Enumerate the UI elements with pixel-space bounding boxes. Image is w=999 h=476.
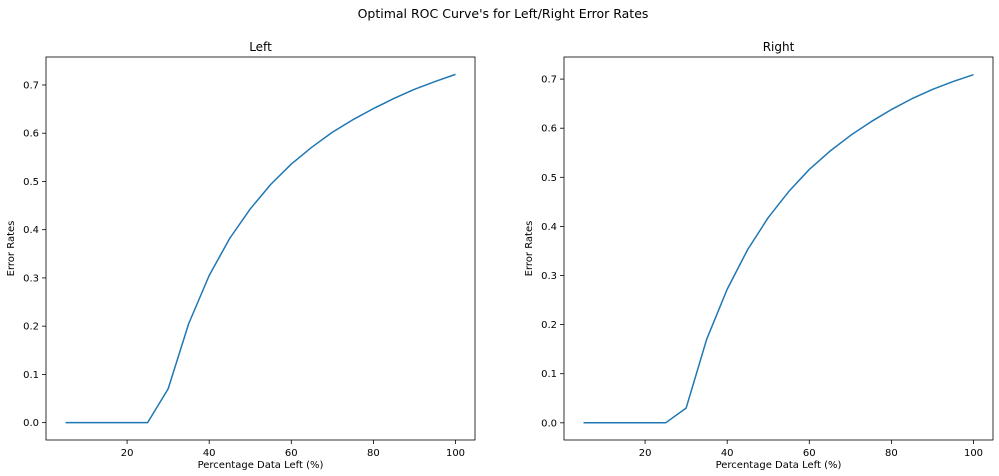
left-y-tick-label: 0.2 <box>23 322 39 333</box>
right-axes-frame <box>563 56 994 441</box>
right-x-axis-label: Percentage Data Left (%) <box>716 460 842 471</box>
right-chart-title: Right <box>763 40 795 54</box>
right-y-tick-label: 0.1 <box>541 369 557 380</box>
right-y-tick-label: 0.4 <box>541 222 557 233</box>
left-y-tick-label: 0.0 <box>23 418 39 429</box>
right-x-tick-label: 100 <box>964 448 983 459</box>
left-chart-title: Left <box>249 40 272 54</box>
left-y-tick-label: 0.3 <box>23 273 39 284</box>
left-x-tick-label: 40 <box>203 448 216 459</box>
right-y-tick-label: 0.5 <box>541 173 557 184</box>
right-y-tick-label: 0.3 <box>541 271 557 282</box>
right-x-tick-label: 40 <box>721 448 734 459</box>
right-y-tick-label: 0.2 <box>541 320 557 331</box>
right-y-tick-label: 0.7 <box>541 75 557 86</box>
left-y-tick-label: 0.6 <box>23 129 39 140</box>
right-x-tick-label: 20 <box>639 448 652 459</box>
left-series-line <box>65 73 456 424</box>
left-x-tick-label: 20 <box>121 448 134 459</box>
left-y-tick-label: 0.5 <box>23 177 39 188</box>
left-x-tick-label: 60 <box>285 448 298 459</box>
right-y-tick-label: 0.0 <box>541 418 557 429</box>
left-y-tick-label: 0.1 <box>23 370 39 381</box>
left-y-axis-label: Error Rates <box>6 221 17 277</box>
right-series-line <box>583 73 974 424</box>
left-chart-panel: Left 20 40 60 80 100 0.0 0.1 0.2 0.3 0.4 0.5 0.6 0.7 P… <box>6 40 476 471</box>
left-y-tick-label: 0.4 <box>23 225 39 236</box>
right-x-tick-label: 80 <box>885 448 898 459</box>
figure-suptitle: Optimal ROC Curve's for Left/Right Error… <box>358 6 649 21</box>
right-y-axis-label: Error Rates <box>524 221 535 277</box>
left-x-tick-label: 80 <box>367 448 380 459</box>
right-y-tick-label: 0.6 <box>541 124 557 135</box>
left-x-axis-label: Percentage Data Left (%) <box>198 460 324 471</box>
left-x-tick-label: 100 <box>446 448 465 459</box>
left-axes-frame <box>45 56 476 441</box>
left-y-tick-label: 0.7 <box>23 80 39 91</box>
right-chart-panel: Right 20 40 60 80 100 0.0 0.1 0.2 0.3 0.4 0.5 0.6 0.7… <box>524 40 994 471</box>
right-x-tick-label: 60 <box>803 448 816 459</box>
